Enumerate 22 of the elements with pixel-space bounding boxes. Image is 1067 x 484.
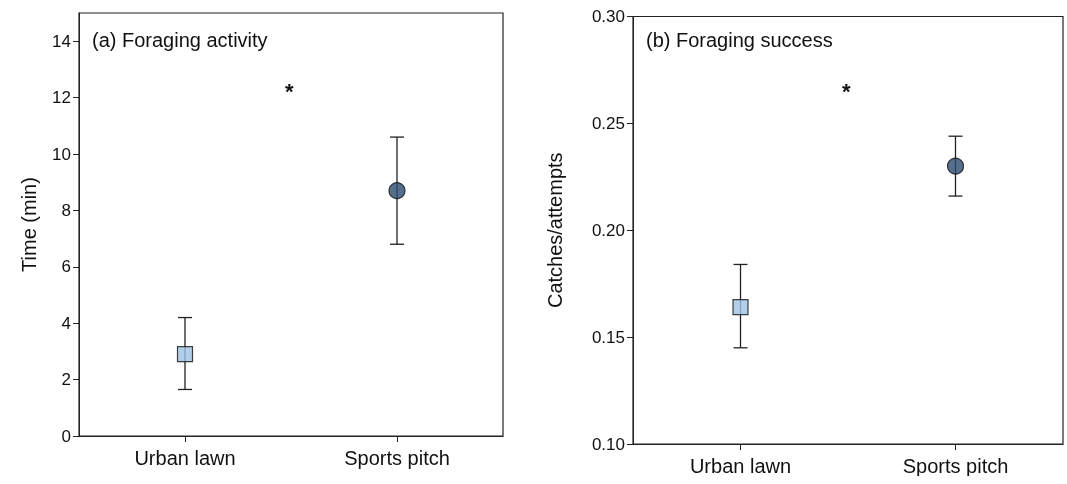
y-tick-label: 0.25 xyxy=(591,113,625,133)
y-tick-label: 0.15 xyxy=(591,327,625,347)
y-axis-title: Time (min) xyxy=(18,177,40,272)
x-tick-label: Urban lawn xyxy=(689,455,792,477)
y-tick-label: 12 xyxy=(52,88,71,108)
y-axis-title: Catches/attempts xyxy=(544,152,566,309)
text: (a) Foraging activity xyxy=(92,29,268,51)
x-tick-label: Sports pitch xyxy=(344,447,450,469)
annotation: * xyxy=(285,78,294,104)
y-tick-label: 6 xyxy=(61,257,71,277)
y-tick-label: 8 xyxy=(61,200,71,220)
y-tick-label: 0.30 xyxy=(591,7,625,26)
text: (b) Foraging success xyxy=(646,29,833,51)
y-tick-label: 0 xyxy=(61,426,71,446)
y-tick-label: 4 xyxy=(61,313,71,333)
y-tick-label: 14 xyxy=(52,31,71,51)
y-tick-label: 0.10 xyxy=(591,434,625,454)
x-tick-label: Urban lawn xyxy=(134,447,236,469)
y-tick-label: 10 xyxy=(52,144,71,164)
annotation: * xyxy=(842,78,851,104)
y-tick-label: 0.20 xyxy=(591,220,625,240)
y-tick-label: 2 xyxy=(61,370,71,390)
